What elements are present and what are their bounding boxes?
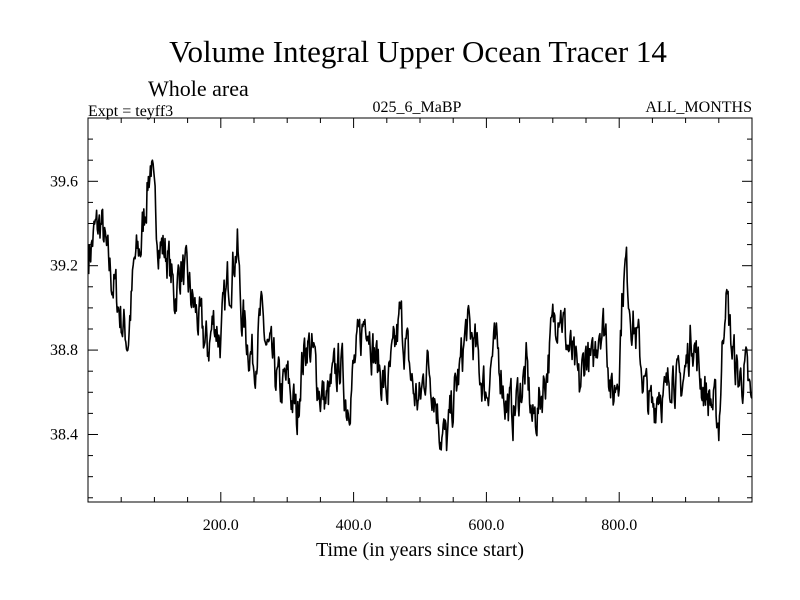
y-tick-label: 39.6 (50, 173, 78, 190)
axis-tick-labels: 200.0 400.0 600.0 800.0 38.4 38.8 39.2 39.6 (50, 173, 637, 534)
axis-ticks (88, 117, 752, 502)
chart-title: Volume Integral Upper Ocean Tracer 14 (169, 34, 667, 69)
x-tick-label: 200.0 (203, 517, 239, 534)
chart-subtitle: Whole area (148, 76, 249, 101)
y-tick-label: 38.4 (50, 426, 78, 443)
x-tick-label: 600.0 (468, 517, 504, 534)
y-tick-label: 39.2 (50, 258, 78, 275)
months-label: ALL_MONTHS (645, 99, 752, 116)
plot-frame (87, 117, 753, 503)
run-label: 025_6_MaBP (373, 99, 462, 116)
x-tick-label: 800.0 (601, 517, 637, 534)
expt-label: Expt = teyff3 (88, 103, 173, 120)
x-tick-label: 400.0 (336, 517, 372, 534)
series-line (87, 159, 753, 452)
y-tick-label: 38.8 (50, 342, 78, 359)
x-axis-label: Time (in years since start) (316, 539, 524, 561)
